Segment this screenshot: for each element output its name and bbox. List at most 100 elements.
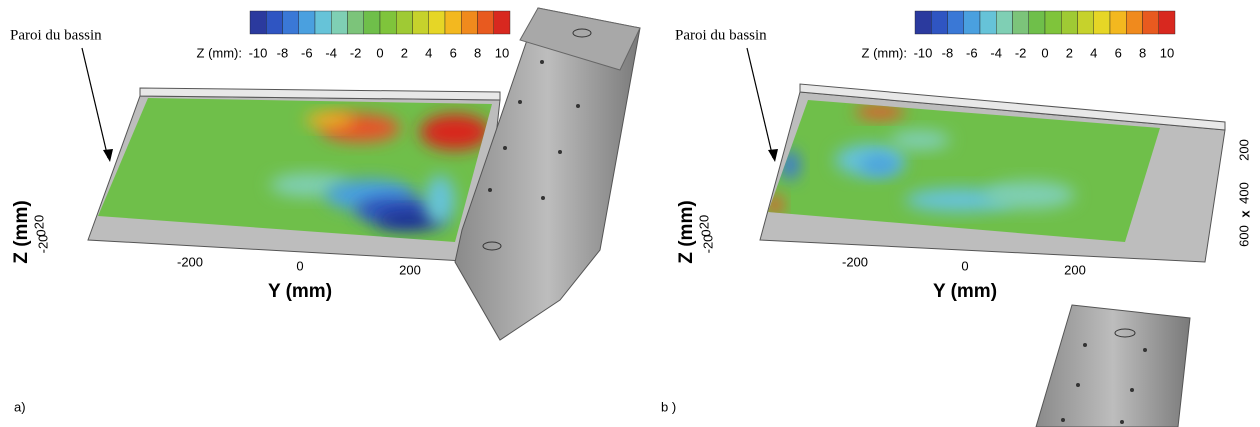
arrow [746,47,774,159]
y-tick-label: 0 [961,258,968,273]
colorbar-cell [1142,10,1159,35]
colorbar-cell [249,10,267,35]
colorbar-cell [1093,10,1111,35]
z-tick-label: -20 [700,235,715,254]
surface-blob [375,210,445,230]
colorbar-cell [331,10,348,35]
z-axis-title: Z (mm) [676,200,697,263]
colorbar-tick: 6 [1115,45,1122,60]
tank-wall [139,87,501,101]
surface-blob [985,181,1075,209]
colorbar-cell [461,10,478,35]
free-surface [768,100,1160,242]
colorbar-cell [1158,10,1176,35]
ship-hull [1035,304,1191,427]
colorbar-cell [1126,10,1143,35]
colorbar-cell [947,10,964,35]
colorbar-cell [1044,10,1062,35]
colorbar-tick: -2 [350,45,362,60]
z-tick-label: 0 [698,229,713,236]
colorbar-tick: -10 [914,45,933,60]
colorbar-cell [963,10,981,35]
colorbar-cell [1012,10,1029,35]
colorbar-cell [444,10,462,35]
colorbar-tick: -8 [277,45,289,60]
colorbar-cell [996,10,1013,35]
z-tick-label: 0 [33,229,48,236]
surface-pattern [270,112,490,230]
colorbar-cell [477,10,494,35]
tank-wall [799,83,1226,131]
colorbar-tick: -6 [301,45,313,60]
colorbar-cell [428,10,446,35]
wall-label: Paroi du bassin [675,27,767,43]
colorbar-tick: 0 [376,45,383,60]
colorbar-cell [1061,10,1078,35]
colorbar-cell [363,10,381,35]
colorbar-tick: 0 [1041,45,1048,60]
colorbar-tick: 8 [1139,45,1146,60]
colorbar-cell [1077,10,1094,35]
colorbar-tick: 4 [1090,45,1097,60]
panel-b: Z (mm): -10 -8 -6 -4 -2 0 2 4 6 8 10 Paroi du bassin… [661,10,1252,414]
y-axis-title: Y (mm) [933,281,997,302]
colorbar-tick: -4 [990,45,1002,60]
wall-label: Paroi du bassin [10,27,102,43]
colorbar-tick: 6 [450,45,457,60]
colorbar-cell [298,10,316,35]
colorbar-title: Z (mm): [862,45,907,60]
x-tick-label: 400 [1236,182,1251,204]
x-tick-label: 200 [1236,139,1251,161]
colorbar-tick: 2 [401,45,408,60]
colorbar-tick: 4 [425,45,432,60]
colorbar-title: Z (mm): [197,45,242,60]
surface-blob [860,155,900,175]
colorbar-cell [914,10,932,35]
colorbar-tick: 8 [474,45,481,60]
z-tick-label: -20 [35,235,50,254]
colorbar-cell [1028,10,1046,35]
colorbar-cell [347,10,364,35]
colorbar-cell [493,10,511,35]
x-axis-title: x [1237,210,1252,218]
arrowhead [768,149,778,162]
colorbar-cell [979,10,997,35]
colorbar-cell [282,10,299,35]
colorbar-cell [379,10,397,35]
y-tick-label: 200 [399,262,421,277]
colorbar-cell [931,10,948,35]
y-tick-label: -200 [842,254,868,269]
y-axis-title: Y (mm) [268,281,332,302]
y-tick-label: 200 [1064,262,1086,277]
surface-pattern [768,105,1075,215]
colorbar-cell [266,10,283,35]
y-tick-label: 0 [296,258,303,273]
colorbar-cell [412,10,429,35]
colorbar-tick: -8 [942,45,954,60]
colorbar-tick: -10 [249,45,268,60]
z-tick-label: 20 [31,215,46,229]
colorbar-tick: 10 [1160,45,1174,60]
colorbar-cell [314,10,332,35]
surface-blob [420,114,490,150]
surface-blob [890,130,950,150]
panel-label: a) [14,399,26,414]
panel-label: b ) [661,399,676,414]
z-tick-label: 20 [696,215,711,229]
surface-blob [305,112,355,128]
surface-blob [855,105,905,119]
colorbar-tick: -6 [966,45,978,60]
z-axis-title: Z (mm) [11,200,32,263]
colorbar-cell [396,10,413,35]
ship-hull [454,7,641,341]
y-tick-label: -200 [177,254,203,269]
colorbar-cell [1109,10,1127,35]
colorbar-tick: 2 [1066,45,1073,60]
colorbar-tick: -4 [325,45,337,60]
surface-blob [425,175,455,225]
arrowhead [103,149,113,162]
colorbar-tick: 10 [495,45,509,60]
